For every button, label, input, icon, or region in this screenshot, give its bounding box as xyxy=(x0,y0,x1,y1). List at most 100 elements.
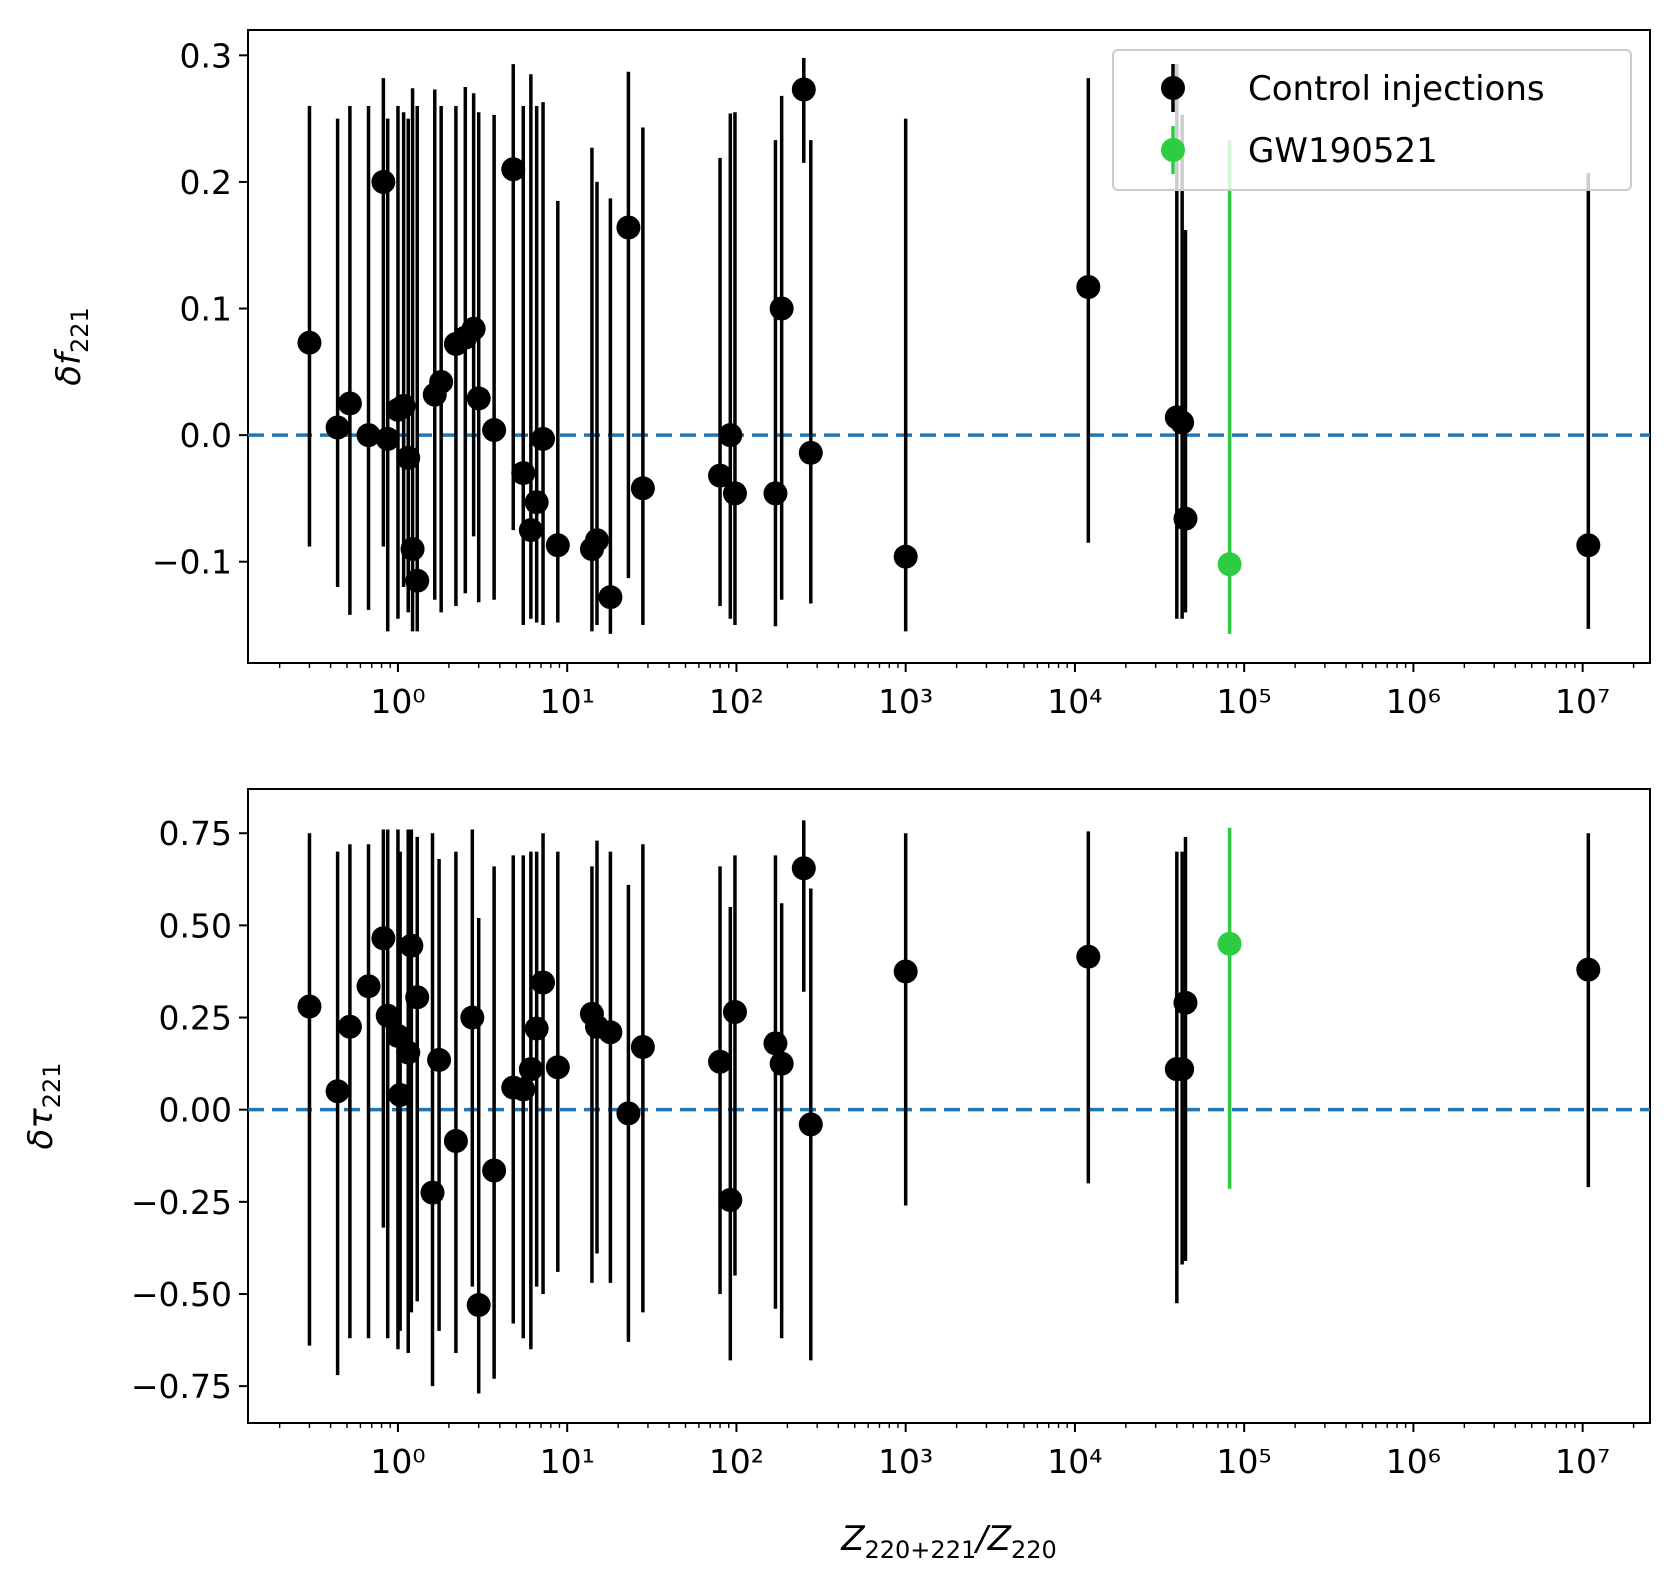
point-control-injections xyxy=(399,933,424,958)
point-control-injections xyxy=(518,518,543,543)
x-tick-label: 10³ xyxy=(878,1442,933,1481)
x-tick-label: 10³ xyxy=(878,682,933,721)
point-control-injections xyxy=(524,490,549,515)
point-gw190521 xyxy=(1217,552,1242,577)
point-gw190521 xyxy=(1217,931,1242,956)
x-tick-label: 10¹ xyxy=(540,1442,595,1481)
y-axis-label-main: δτ xyxy=(21,1108,61,1150)
point-control-injections xyxy=(375,426,400,451)
point-control-injections xyxy=(708,1049,733,1074)
point-control-injections xyxy=(708,463,733,488)
y-tick-label: 0.00 xyxy=(159,1091,232,1130)
x-tick-label: 10⁰ xyxy=(370,682,425,721)
point-control-injections xyxy=(391,394,416,419)
point-control-injections xyxy=(1170,410,1195,435)
legend-box xyxy=(1112,49,1632,191)
point-control-injections xyxy=(396,445,421,470)
point-control-injections xyxy=(630,1035,655,1060)
point-control-injections xyxy=(325,415,350,440)
point-control-injections xyxy=(427,1047,452,1072)
y-axis-ticks: −0.1 0.0 0.1 0.2 0.3 xyxy=(152,36,248,582)
point-control-injections xyxy=(1576,533,1601,558)
point-control-injections xyxy=(482,418,507,443)
point-control-injections xyxy=(511,1077,536,1102)
point-control-injections xyxy=(798,440,823,465)
plot-area-frame xyxy=(247,788,1651,1424)
x-tick-label: 10⁴ xyxy=(1047,682,1102,721)
x-axis-label-sub2: 220 xyxy=(1011,1536,1057,1564)
y-tick-label: 0.1 xyxy=(180,290,232,329)
point-control-injections xyxy=(443,1129,468,1154)
point-control-injections xyxy=(1076,274,1101,299)
point-control-injections xyxy=(763,481,788,506)
legend-marker-gw190521 xyxy=(1161,138,1185,162)
point-control-injections xyxy=(356,974,381,999)
point-control-injections xyxy=(466,1293,491,1318)
point-control-injections xyxy=(375,1003,400,1028)
y-axis-label-sub: 221 xyxy=(66,307,94,353)
y-tick-label: 0.3 xyxy=(180,36,232,75)
point-control-injections xyxy=(466,386,491,411)
y-tick-label: −0.1 xyxy=(152,543,232,582)
legend-label-gw190521: GW190521 xyxy=(1248,131,1438,171)
y-tick-label: 0.25 xyxy=(159,999,232,1038)
point-control-injections xyxy=(337,1014,362,1039)
point-control-injections xyxy=(598,1020,623,1045)
point-control-injections xyxy=(1173,990,1198,1015)
panel-delta-f221: 10⁰ 10¹ 10² 10³ 10⁴ 10⁵ 10⁶ 10⁷ −0.1 0.0 0.1 0.2 0.… xyxy=(49,29,1651,721)
legend-label-control: Control injections xyxy=(1248,69,1545,109)
point-control-injections xyxy=(297,330,322,355)
point-control-injections xyxy=(429,369,454,394)
x-tick-label: 10⁴ xyxy=(1047,1442,1102,1481)
x-tick-label: 10² xyxy=(709,1442,764,1481)
point-control-injections xyxy=(545,533,570,558)
point-control-injections xyxy=(1173,506,1198,531)
point-control-injections xyxy=(763,1031,788,1056)
point-control-injections xyxy=(722,481,747,506)
x-axis-ticks: 10⁰ 10¹ 10² 10³ 10⁴ 10⁵ 10⁶ 10⁷ xyxy=(278,663,1635,721)
point-control-injections xyxy=(371,926,396,951)
point-control-injections xyxy=(325,1079,350,1104)
point-control-injections xyxy=(297,994,322,1019)
point-control-injections xyxy=(501,157,526,182)
point-control-injections xyxy=(337,391,362,416)
point-control-injections xyxy=(893,959,918,984)
point-control-injections xyxy=(400,537,425,562)
data-points xyxy=(297,57,1601,634)
point-control-injections xyxy=(524,1016,549,1041)
x-axis-label-z2: /Z xyxy=(973,1519,1011,1559)
point-control-injections xyxy=(630,476,655,501)
x-tick-label: 10⁶ xyxy=(1386,1442,1441,1481)
legend-item-gw190521: GW190521 xyxy=(1161,126,1438,174)
x-tick-label: 10⁵ xyxy=(1217,682,1272,721)
y-tick-label: −0.50 xyxy=(131,1275,232,1314)
point-control-injections xyxy=(791,856,816,881)
point-control-injections xyxy=(396,1040,421,1065)
x-tick-label: 10⁰ xyxy=(370,1442,425,1481)
point-control-injections xyxy=(616,215,641,240)
point-control-injections xyxy=(718,1187,743,1212)
y-tick-label: 0.50 xyxy=(159,906,232,945)
y-axis-label-sub: 221 xyxy=(38,1062,66,1108)
point-control-injections xyxy=(893,544,918,569)
point-control-injections xyxy=(356,423,381,448)
point-control-injections xyxy=(718,423,743,448)
legend-item-control-injections: Control injections xyxy=(1161,64,1545,112)
y-axis-label: δf221 xyxy=(49,307,94,386)
plot-area-frame xyxy=(247,29,1651,664)
point-control-injections xyxy=(616,1101,641,1126)
point-control-injections xyxy=(460,1005,485,1030)
point-control-injections xyxy=(1076,944,1101,969)
x-axis-label-sub1: 220+221 xyxy=(865,1536,977,1564)
point-control-injections xyxy=(405,985,430,1010)
y-tick-label: 0.75 xyxy=(159,814,232,853)
point-control-injections xyxy=(598,585,623,610)
point-control-injections xyxy=(585,528,610,553)
data-points xyxy=(297,820,1601,1394)
point-control-injections xyxy=(769,296,794,321)
y-axis-label-main: δf xyxy=(49,348,89,386)
legend: Control injections GW190521 xyxy=(1112,49,1632,191)
point-control-injections xyxy=(405,568,430,593)
y-axis-ticks: −0.75 −0.50 −0.25 0.00 0.25 0.50 0.75 xyxy=(131,814,248,1406)
